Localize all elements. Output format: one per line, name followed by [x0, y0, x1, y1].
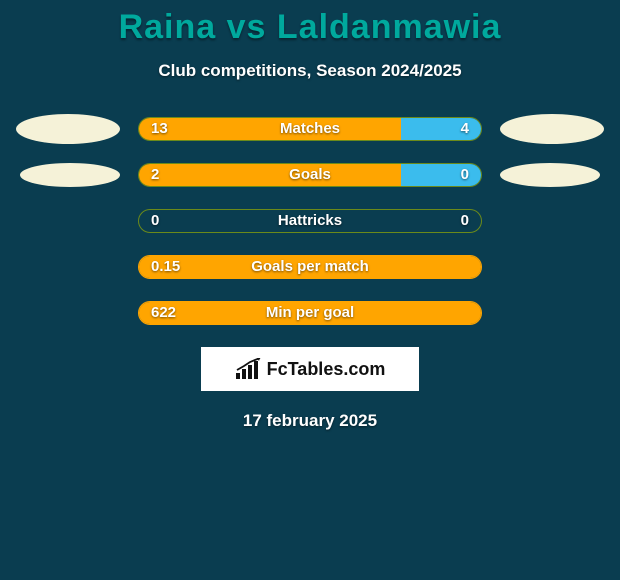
- logo-text: FcTables.com: [267, 359, 386, 380]
- stat-bar: 2 0 Goals: [138, 163, 482, 187]
- stat-right-value: 4: [461, 118, 469, 140]
- player-right-mark: [500, 114, 604, 144]
- stat-row: 13 4 Matches: [0, 117, 620, 141]
- stat-left-value: 0.15: [151, 256, 180, 278]
- stat-bar: 13 4 Matches: [138, 117, 482, 141]
- stat-bar: 622 Min per goal: [138, 301, 482, 325]
- stat-bar: 0 0 Hattricks: [138, 209, 482, 233]
- player-left-mark: [16, 114, 120, 144]
- stat-label: Goals per match: [251, 256, 369, 278]
- stat-label: Goals: [289, 164, 331, 186]
- stat-row: 0.15 Goals per match: [0, 255, 620, 279]
- stat-row: 2 0 Goals: [0, 163, 620, 187]
- stat-left-value: 2: [151, 164, 159, 186]
- player-right-mark: [500, 163, 600, 187]
- stat-row: 0 0 Hattricks: [0, 209, 620, 233]
- stat-label: Min per goal: [266, 302, 354, 324]
- stat-right-value: 0: [461, 210, 469, 232]
- stat-right-value: 0: [461, 164, 469, 186]
- stats-container: 13 4 Matches 2 0 Goals 0 0 Hattricks 0.15 Goals pe…: [0, 117, 620, 325]
- stat-label: Hattricks: [278, 210, 342, 232]
- site-logo: FcTables.com: [201, 347, 419, 391]
- stat-left-value: 622: [151, 302, 176, 324]
- page-subtitle: Club competitions, Season 2024/2025: [0, 61, 620, 81]
- bar-left-fill: [139, 164, 401, 186]
- snapshot-date: 17 february 2025: [0, 411, 620, 431]
- stat-left-value: 13: [151, 118, 168, 140]
- page-title: Raina vs Laldanmawia: [0, 0, 620, 47]
- stat-label: Matches: [280, 118, 340, 140]
- bar-left-fill: [139, 118, 401, 140]
- stat-left-value: 0: [151, 210, 159, 232]
- stat-bar: 0.15 Goals per match: [138, 255, 482, 279]
- player-left-mark: [20, 163, 120, 187]
- chart-icon: [235, 358, 263, 380]
- stat-row: 622 Min per goal: [0, 301, 620, 325]
